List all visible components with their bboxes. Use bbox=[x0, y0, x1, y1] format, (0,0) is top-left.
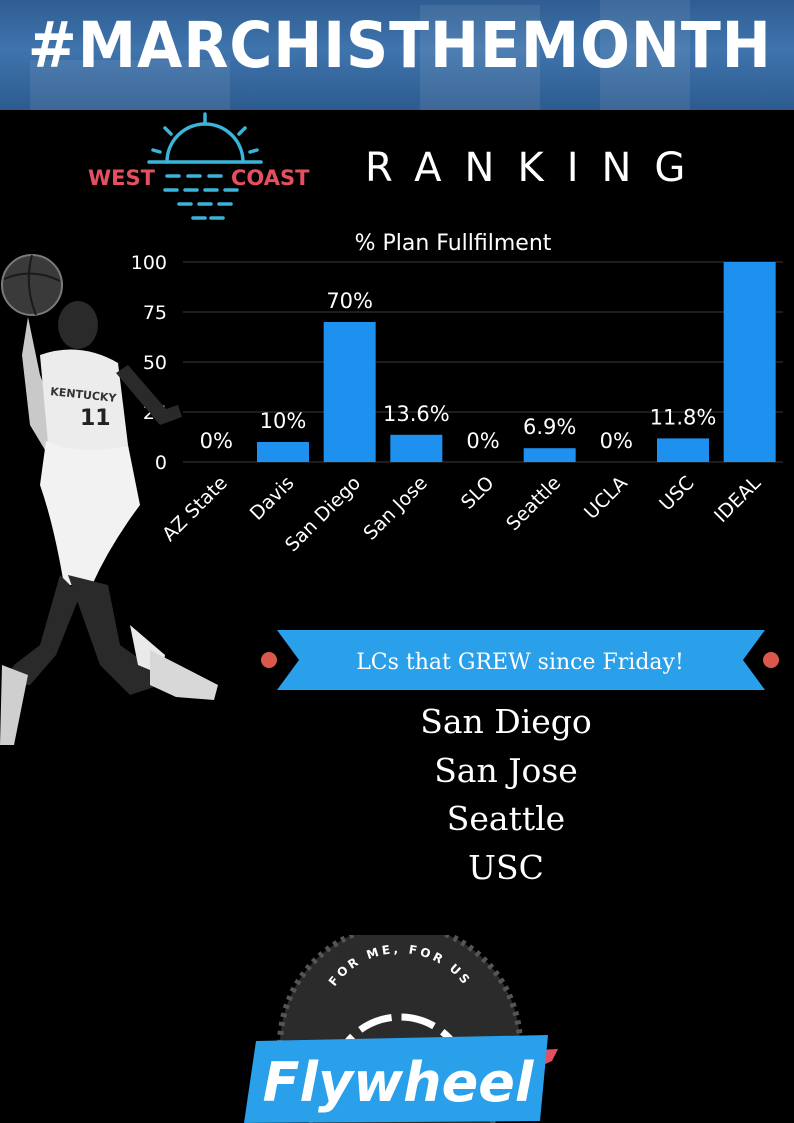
x-tick-label: UCLA bbox=[580, 472, 632, 524]
y-tick-label: 0 bbox=[155, 452, 167, 474]
data-label: 0% bbox=[600, 429, 633, 453]
basketball-player-image: KENTUCKY 11 bbox=[0, 254, 218, 745]
list-item: San Diego bbox=[420, 702, 592, 741]
data-label: 70% bbox=[326, 289, 373, 313]
x-tick-label: SLO bbox=[457, 472, 499, 514]
data-label: 11.8% bbox=[650, 405, 717, 429]
west-coast-logo: WEST COAST bbox=[88, 112, 310, 220]
chart-bar bbox=[257, 442, 309, 462]
data-label: 0% bbox=[200, 429, 233, 453]
ribbon-right-dot bbox=[763, 652, 779, 668]
logo-west-text: WEST bbox=[88, 166, 156, 190]
water-waves-icon bbox=[147, 160, 263, 220]
banner-building-shape bbox=[600, 0, 690, 110]
chart-bar bbox=[723, 262, 776, 462]
chart-bar bbox=[657, 438, 709, 462]
y-tick-label: 100 bbox=[131, 252, 167, 274]
y-tick-label: 75 bbox=[143, 302, 167, 324]
hashtag-banner: #MARCHISTHEMONTH bbox=[0, 0, 794, 110]
y-tick-label: 50 bbox=[143, 352, 167, 374]
x-tick-label: USC bbox=[655, 472, 698, 515]
jersey-number: 11 bbox=[80, 406, 111, 431]
plan-fulfilment-chart: % Plan Fullfilment 0255075100 0%AZ State… bbox=[131, 231, 783, 556]
brand-banner bbox=[244, 1035, 548, 1123]
brand-name: Flywheel bbox=[263, 1051, 535, 1114]
flywheel-badge: FOR ME, FOR US Flywheel bbox=[244, 935, 558, 1123]
chart-bar bbox=[323, 322, 376, 462]
x-tick-label: Seattle bbox=[502, 472, 565, 535]
data-label: 6.9% bbox=[523, 415, 576, 439]
sun-icon bbox=[151, 112, 259, 164]
hashtag-title: #MARCHISTHEMONTH bbox=[27, 9, 772, 82]
banner-building-shape bbox=[420, 5, 540, 110]
ribbon-label: LCs that GREW since Friday! bbox=[356, 650, 684, 675]
list-item: USC bbox=[468, 847, 544, 887]
chart-title: % Plan Fullfilment bbox=[355, 231, 552, 256]
x-tick-label: IDEAL bbox=[710, 472, 765, 527]
grew-list: San Diego San Jose Seattle USC bbox=[356, 698, 656, 892]
list-item: Seattle bbox=[446, 799, 566, 838]
chart-bar bbox=[390, 434, 443, 462]
data-label: 10% bbox=[260, 409, 307, 433]
ranking-heading: RANKING bbox=[365, 145, 709, 191]
grew-ribbon: LCs that GREW since Friday! bbox=[261, 630, 779, 690]
logo-coast-text: COAST bbox=[231, 166, 310, 190]
list-item: San Jose bbox=[434, 750, 578, 790]
chart-bar bbox=[523, 448, 576, 462]
x-tick-label: San Jose bbox=[359, 472, 432, 545]
data-label: 13.6% bbox=[383, 402, 450, 426]
x-tick-label: Davis bbox=[246, 472, 299, 525]
data-label: 0% bbox=[466, 429, 499, 453]
banner-building-shape bbox=[30, 60, 230, 110]
ribbon-left-dot bbox=[261, 652, 277, 668]
